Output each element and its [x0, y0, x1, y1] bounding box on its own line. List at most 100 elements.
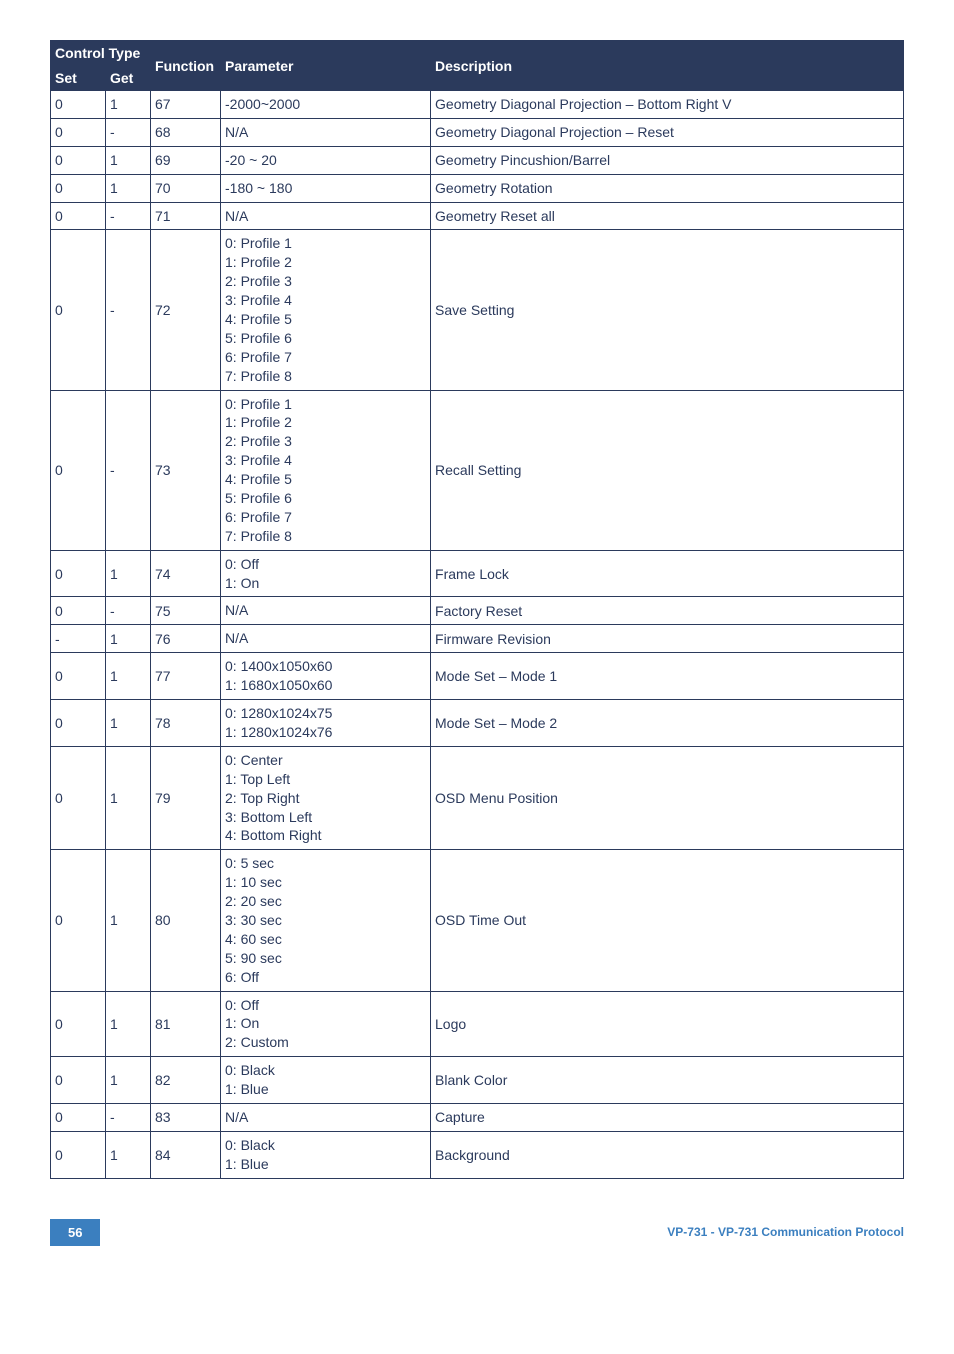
- cell-function: 79: [151, 746, 221, 849]
- cell-parameter: 0: Off 1: On 2: Custom: [221, 991, 431, 1057]
- cell-function: 72: [151, 230, 221, 390]
- cell-set: 0: [51, 597, 106, 625]
- table-row: 0-720: Profile 1 1: Profile 2 2: Profile…: [51, 230, 904, 390]
- table-row: 0-730: Profile 1 1: Profile 2 2: Profile…: [51, 390, 904, 550]
- cell-description: OSD Menu Position: [431, 746, 904, 849]
- cell-set: 0: [51, 1057, 106, 1104]
- cell-parameter: N/A: [221, 1103, 431, 1131]
- table-row: 0-71N/AGeometry Reset all: [51, 202, 904, 230]
- cell-get: 1: [106, 550, 151, 597]
- cell-get: -: [106, 118, 151, 146]
- cell-set: 0: [51, 746, 106, 849]
- cell-get: 1: [106, 1131, 151, 1178]
- table-row: 0-75N/AFactory Reset: [51, 597, 904, 625]
- cell-function: 69: [151, 146, 221, 174]
- cell-get: 1: [106, 991, 151, 1057]
- cell-function: 70: [151, 174, 221, 202]
- table-row: 01840: Black 1: BlueBackground: [51, 1131, 904, 1178]
- header-set: Set: [51, 66, 106, 91]
- cell-parameter: 0: Profile 1 1: Profile 2 2: Profile 3 3…: [221, 390, 431, 550]
- cell-parameter: 0: 1400x1050x60 1: 1680x1050x60: [221, 653, 431, 700]
- table-row: -176N/AFirmware Revision: [51, 625, 904, 653]
- table-row: 01810: Off 1: On 2: CustomLogo: [51, 991, 904, 1057]
- cell-get: 1: [106, 850, 151, 991]
- cell-set: 0: [51, 991, 106, 1057]
- cell-get: -: [106, 202, 151, 230]
- header-get: Get: [106, 66, 151, 91]
- cell-get: 1: [106, 746, 151, 849]
- cell-function: 81: [151, 991, 221, 1057]
- cell-function: 83: [151, 1103, 221, 1131]
- header-description: Description: [431, 41, 904, 91]
- cell-description: Mode Set – Mode 1: [431, 653, 904, 700]
- cell-get: -: [106, 230, 151, 390]
- cell-parameter: 0: Center 1: Top Left 2: Top Right 3: Bo…: [221, 746, 431, 849]
- cell-get: 1: [106, 91, 151, 119]
- cell-set: 0: [51, 1131, 106, 1178]
- cell-function: 71: [151, 202, 221, 230]
- cell-function: 78: [151, 700, 221, 747]
- cell-function: 74: [151, 550, 221, 597]
- cell-description: Factory Reset: [431, 597, 904, 625]
- cell-description: Geometry Pincushion/Barrel: [431, 146, 904, 174]
- cell-get: -: [106, 1103, 151, 1131]
- cell-set: 0: [51, 550, 106, 597]
- table-row: 0170-180 ~ 180Geometry Rotation: [51, 174, 904, 202]
- cell-function: 84: [151, 1131, 221, 1178]
- cell-description: Geometry Diagonal Projection – Reset: [431, 118, 904, 146]
- cell-set: -: [51, 625, 106, 653]
- page-footer: 56 VP-731 - VP-731 Communication Protoco…: [50, 1219, 904, 1246]
- cell-description: OSD Time Out: [431, 850, 904, 991]
- cell-get: -: [106, 390, 151, 550]
- cell-parameter: -180 ~ 180: [221, 174, 431, 202]
- cell-set: 0: [51, 174, 106, 202]
- cell-description: Mode Set – Mode 2: [431, 700, 904, 747]
- cell-function: 80: [151, 850, 221, 991]
- cell-get: -: [106, 597, 151, 625]
- cell-function: 68: [151, 118, 221, 146]
- protocol-table: Control Type Function Parameter Descript…: [50, 40, 904, 1179]
- cell-parameter: N/A: [221, 118, 431, 146]
- cell-set: 0: [51, 1103, 106, 1131]
- cell-description: Geometry Reset all: [431, 202, 904, 230]
- table-row: 01790: Center 1: Top Left 2: Top Right 3…: [51, 746, 904, 849]
- header-parameter: Parameter: [221, 41, 431, 91]
- cell-parameter: N/A: [221, 625, 431, 653]
- page-number-badge: 56: [50, 1219, 100, 1246]
- cell-set: 0: [51, 146, 106, 174]
- cell-parameter: N/A: [221, 597, 431, 625]
- cell-description: Geometry Diagonal Projection – Bottom Ri…: [431, 91, 904, 119]
- cell-parameter: 0: Off 1: On: [221, 550, 431, 597]
- cell-function: 82: [151, 1057, 221, 1104]
- cell-set: 0: [51, 850, 106, 991]
- cell-parameter: 0: Profile 1 1: Profile 2 2: Profile 3 3…: [221, 230, 431, 390]
- cell-parameter: -2000~2000: [221, 91, 431, 119]
- cell-description: Recall Setting: [431, 390, 904, 550]
- cell-parameter: -20 ~ 20: [221, 146, 431, 174]
- cell-function: 73: [151, 390, 221, 550]
- cell-set: 0: [51, 91, 106, 119]
- cell-parameter: 0: Black 1: Blue: [221, 1057, 431, 1104]
- header-function: Function: [151, 41, 221, 91]
- cell-function: 75: [151, 597, 221, 625]
- cell-parameter: N/A: [221, 202, 431, 230]
- cell-function: 77: [151, 653, 221, 700]
- cell-get: 1: [106, 146, 151, 174]
- table-row: 0-68N/AGeometry Diagonal Projection – Re…: [51, 118, 904, 146]
- table-row: 01800: 5 sec 1: 10 sec 2: 20 sec 3: 30 s…: [51, 850, 904, 991]
- table-row: 01820: Black 1: BlueBlank Color: [51, 1057, 904, 1104]
- table-row: 0-83N/ACapture: [51, 1103, 904, 1131]
- cell-description: Capture: [431, 1103, 904, 1131]
- cell-function: 76: [151, 625, 221, 653]
- table-row: 0169-20 ~ 20Geometry Pincushion/Barrel: [51, 146, 904, 174]
- cell-set: 0: [51, 202, 106, 230]
- cell-function: 67: [151, 91, 221, 119]
- cell-set: 0: [51, 390, 106, 550]
- cell-description: Blank Color: [431, 1057, 904, 1104]
- header-control-type: Control Type: [51, 41, 151, 66]
- cell-description: Background: [431, 1131, 904, 1178]
- cell-set: 0: [51, 118, 106, 146]
- cell-get: 1: [106, 700, 151, 747]
- cell-parameter: 0: Black 1: Blue: [221, 1131, 431, 1178]
- table-row: 01740: Off 1: OnFrame Lock: [51, 550, 904, 597]
